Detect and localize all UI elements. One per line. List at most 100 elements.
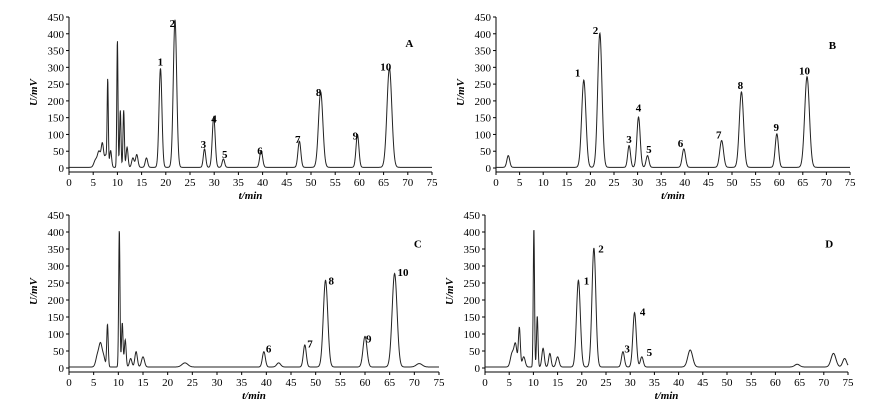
y-tick-label-b-450: 450 [475, 12, 492, 24]
x-tick-label-b-20: 20 [585, 177, 597, 189]
x-tick-label-c-5: 5 [91, 377, 97, 389]
y-axis-label-c: U/mV [28, 276, 40, 305]
y-tick-label-b-150: 150 [475, 113, 492, 125]
x-axis-label-d: t/min [655, 390, 679, 402]
x-tick-label-d-65: 65 [794, 377, 806, 389]
x-tick-label-c-60: 60 [360, 377, 372, 389]
chart-panel-c: 0 50 100 150 200 250 300 350 400 450 0 5 10 15 20 25 30 3… [28, 210, 445, 402]
y-axis-label-b: U/mV [455, 77, 467, 106]
peak-label-a-3: 3 [201, 139, 207, 151]
x-tick-label-a-60: 60 [354, 177, 366, 189]
x-tick-label-b-15: 15 [561, 177, 573, 189]
x-tick-label-d-30: 30 [625, 377, 637, 389]
x-tick-label-b-55: 55 [750, 177, 762, 189]
y-tick-label-a-350: 350 [48, 46, 65, 58]
y-tick-label-b-50: 50 [480, 146, 492, 158]
peak-label-a-5: 5 [222, 149, 228, 161]
x-tick-label-c-30: 30 [212, 377, 224, 389]
peak-label-a-9: 9 [353, 130, 359, 142]
x-tick-label-b-75: 75 [845, 177, 857, 189]
y-tick-label-b-300: 300 [475, 62, 492, 74]
y-tick-label-d-450: 450 [464, 210, 481, 222]
y-tick-label-a-300: 300 [48, 62, 65, 74]
peak-label-c-7: 7 [307, 339, 313, 351]
peak-label-b-10: 10 [799, 66, 811, 78]
peak-label-a-1: 1 [158, 57, 164, 69]
y-tick-label-a-150: 150 [48, 113, 65, 125]
y-tick-label-a-100: 100 [48, 129, 65, 141]
x-tick-label-d-20: 20 [576, 377, 588, 389]
x-tick-label-d-10: 10 [528, 377, 540, 389]
panel-label-b: B [829, 40, 837, 52]
x-tick-label-a-10: 10 [112, 177, 124, 189]
peak-label-b-4: 4 [636, 103, 642, 115]
peak-label-a-2: 2 [170, 18, 176, 30]
y-axis-label-d: U/mV [444, 276, 456, 305]
y-tick-label-a-200: 200 [48, 96, 65, 108]
x-tick-label-b-60: 60 [774, 177, 786, 189]
y-tick-label-a-0: 0 [59, 163, 65, 175]
y-tick-label-a-400: 400 [48, 29, 65, 41]
x-tick-label-b-65: 65 [797, 177, 809, 189]
peak-label-b-8: 8 [738, 80, 744, 92]
peak-label-c-10: 10 [398, 267, 410, 279]
x-tick-label-a-15: 15 [136, 177, 148, 189]
y-tick-label-d-300: 300 [464, 261, 481, 273]
x-tick-label-d-70: 70 [818, 377, 830, 389]
x-tick-label-c-0: 0 [66, 377, 72, 389]
y-tick-label-b-100: 100 [475, 129, 492, 141]
peak-label-c-9: 9 [366, 334, 372, 346]
x-tick-label-c-55: 55 [335, 377, 347, 389]
x-tick-label-c-70: 70 [409, 377, 421, 389]
x-tick-label-d-55: 55 [746, 377, 758, 389]
x-tick-label-a-55: 55 [330, 177, 342, 189]
x-tick-label-a-70: 70 [402, 177, 414, 189]
y-tick-label-c-50: 50 [53, 346, 65, 358]
x-tick-label-b-35: 35 [656, 177, 668, 189]
x-axis-label-a: t/min [239, 190, 263, 202]
peak-label-a-10: 10 [380, 62, 392, 74]
peak-label-b-6: 6 [678, 138, 684, 150]
x-tick-label-d-0: 0 [482, 377, 488, 389]
peak-label-b-7: 7 [716, 129, 722, 141]
x-tick-label-d-25: 25 [601, 377, 613, 389]
y-tick-label-a-50: 50 [53, 146, 65, 158]
panel-label-d: D [825, 238, 833, 250]
x-tick-label-a-45: 45 [281, 177, 293, 189]
x-tick-label-b-40: 40 [679, 177, 691, 189]
x-tick-label-d-15: 15 [552, 377, 564, 389]
peak-label-a-8: 8 [316, 87, 322, 99]
y-tick-label-d-100: 100 [464, 329, 481, 341]
y-tick-label-b-350: 350 [475, 46, 492, 58]
y-tick-label-c-100: 100 [48, 329, 65, 341]
y-tick-label-d-200: 200 [464, 295, 481, 307]
y-tick-label-b-400: 400 [475, 29, 492, 41]
x-tick-label-b-70: 70 [821, 177, 833, 189]
y-tick-label-a-450: 450 [48, 12, 65, 24]
x-tick-label-a-30: 30 [209, 177, 221, 189]
peak-label-a-7: 7 [295, 134, 301, 146]
x-tick-label-d-50: 50 [722, 377, 734, 389]
peak-label-b-3: 3 [626, 134, 632, 146]
x-tick-label-a-75: 75 [427, 177, 439, 189]
x-tick-label-a-35: 35 [233, 177, 245, 189]
x-tick-label-c-65: 65 [384, 377, 396, 389]
x-tick-label-c-40: 40 [261, 377, 273, 389]
x-tick-label-d-75: 75 [843, 377, 855, 389]
peak-label-a-6: 6 [257, 146, 263, 158]
y-tick-label-d-150: 150 [464, 312, 481, 324]
x-tick-label-b-5: 5 [517, 177, 523, 189]
y-tick-label-d-250: 250 [464, 278, 481, 290]
y-tick-label-c-200: 200 [48, 295, 65, 307]
peak-label-d-5: 5 [647, 347, 653, 359]
x-tick-label-d-35: 35 [649, 377, 661, 389]
y-tick-label-c-450: 450 [48, 210, 65, 222]
peak-label-b-5: 5 [646, 144, 652, 156]
peak-label-b-9: 9 [774, 122, 780, 134]
x-tick-label-b-45: 45 [703, 177, 715, 189]
chromatogram-trace-a [69, 19, 432, 168]
chromatogram-trace-c [69, 231, 439, 368]
